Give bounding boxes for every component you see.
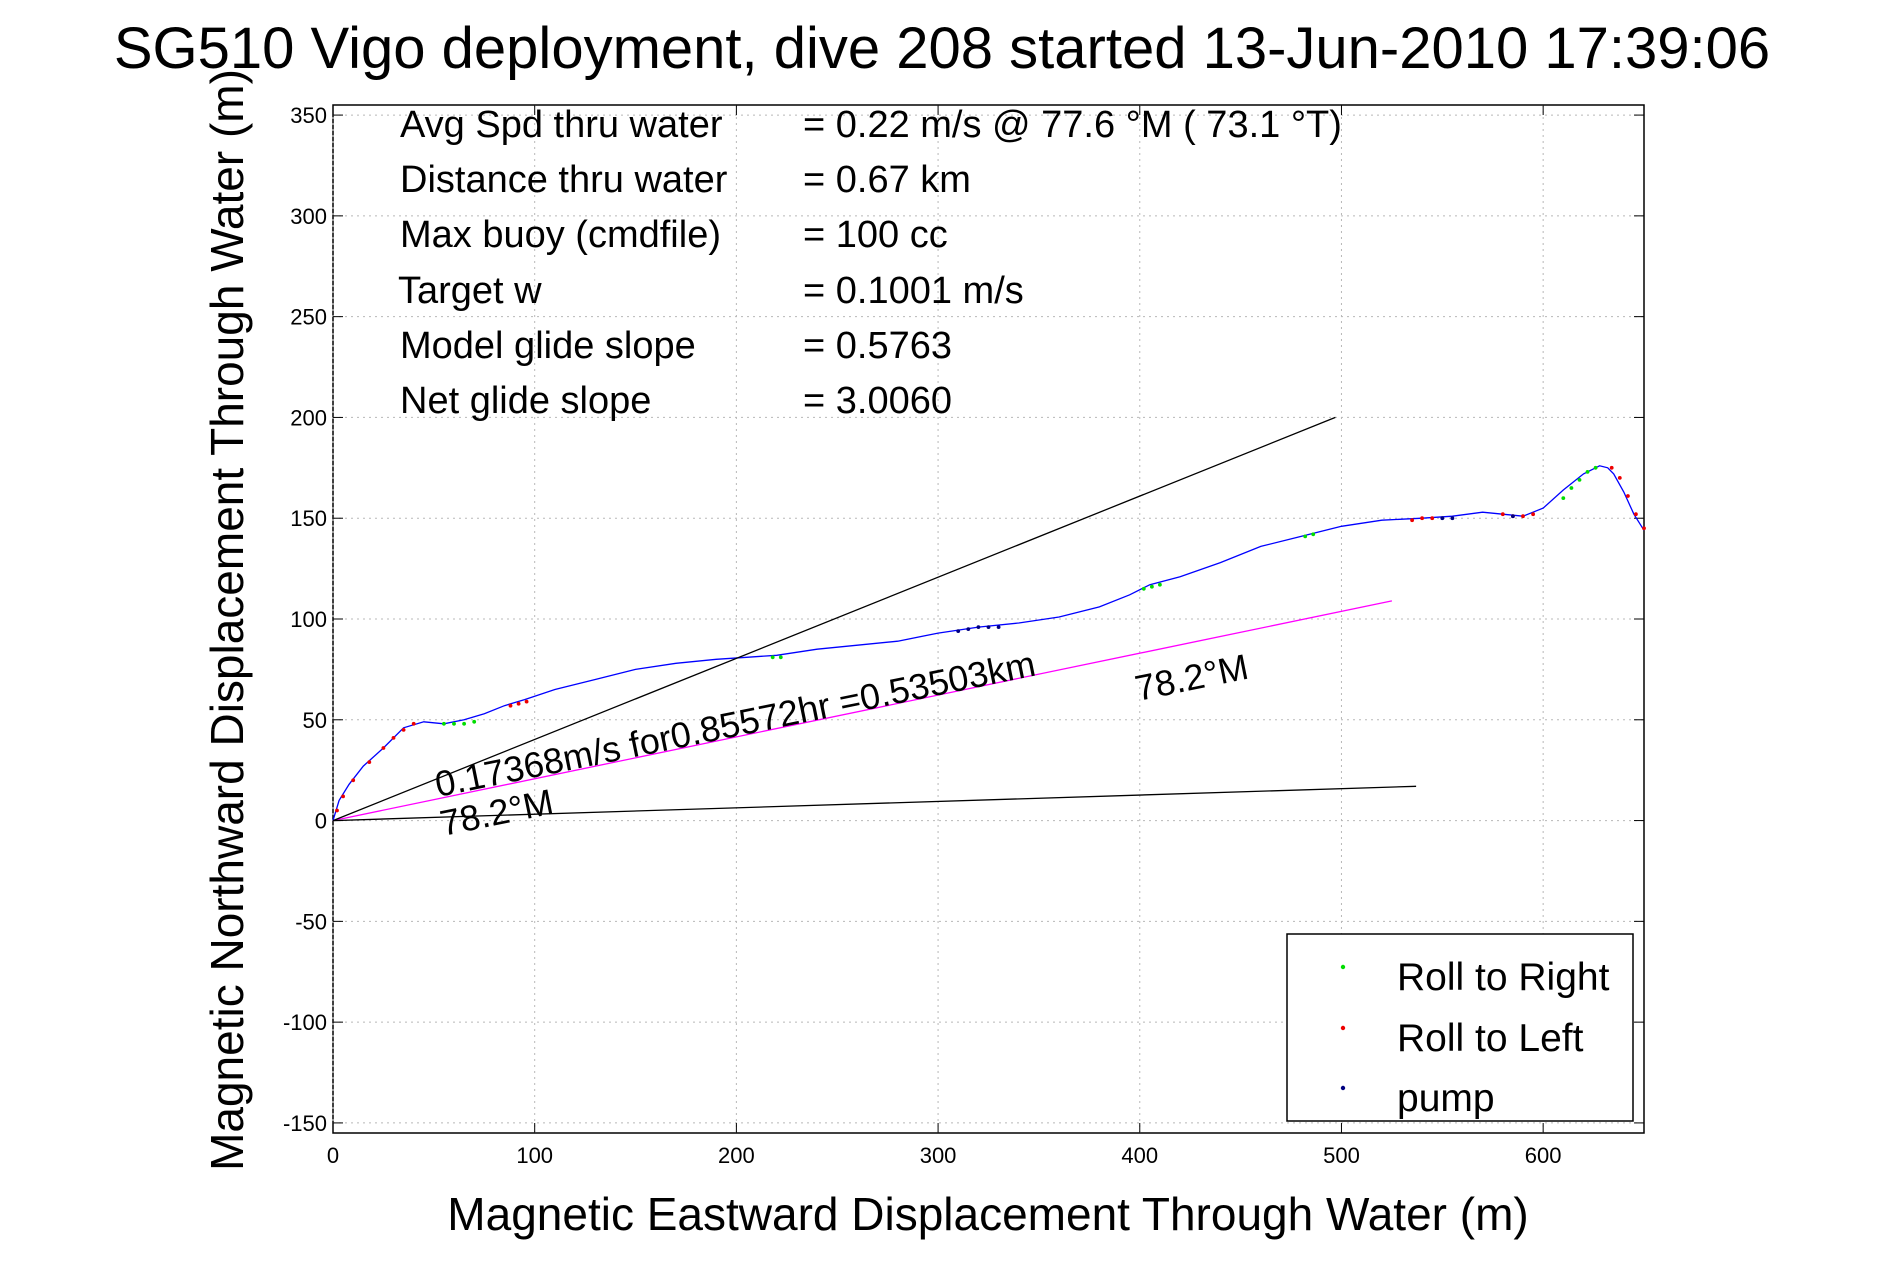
roll-to-left-point bbox=[508, 703, 513, 708]
roll-to-left-point bbox=[1609, 465, 1614, 470]
roll-to-left-point bbox=[1420, 516, 1424, 521]
stat-label-avg-spd: Avg Spd thru water bbox=[400, 104, 723, 146]
roll-to-right-point bbox=[1158, 582, 1162, 587]
x-tick-label: 300 bbox=[920, 1143, 957, 1168]
stat-value-max-buoy: = 100 cc bbox=[803, 214, 948, 256]
roll-to-right-point bbox=[1150, 584, 1154, 589]
roll-to-right-point bbox=[442, 721, 446, 726]
roll-to-left-point bbox=[1410, 518, 1414, 523]
roll-to-left-point bbox=[341, 794, 345, 799]
pump-point bbox=[986, 625, 991, 629]
y-tick-label: -50 bbox=[295, 909, 327, 934]
stat-value-avg-spd: = 0.22 m/s @ 77.6 °M ( 73.1 °T) bbox=[803, 104, 1342, 146]
roll-to-right-point bbox=[1585, 470, 1590, 474]
roll-to-left-point bbox=[351, 778, 356, 783]
roll-to-left-point bbox=[1626, 494, 1630, 498]
roll-to-right-point bbox=[1569, 486, 1574, 490]
roll-to-left-point bbox=[401, 728, 406, 732]
pump-point bbox=[1511, 514, 1515, 519]
y-tick-label: -100 bbox=[283, 1010, 327, 1035]
y-tick-label: -150 bbox=[283, 1111, 327, 1136]
stat-value-model-glide: = 0.5763 bbox=[803, 325, 952, 367]
chart-title: SG510 Vigo deployment, dive 208 started … bbox=[114, 16, 1770, 81]
stat-label-target-w: Target w bbox=[398, 270, 542, 312]
legend-swatch-roll-left bbox=[1340, 1025, 1346, 1031]
y-tick-label: 150 bbox=[290, 506, 327, 531]
roll-to-left-point bbox=[1642, 526, 1646, 531]
stat-label-model-glide: Model glide slope bbox=[400, 325, 696, 367]
roll-to-left-point bbox=[524, 699, 529, 704]
roll-to-left-point bbox=[1531, 512, 1535, 517]
roll-to-right-point bbox=[1577, 478, 1582, 482]
roll-to-left-point bbox=[381, 746, 386, 750]
pump-point bbox=[1450, 516, 1455, 521]
roll-to-left-point bbox=[1500, 512, 1505, 517]
roll-to-right-point bbox=[1311, 532, 1316, 537]
roll-to-right-point bbox=[1303, 534, 1308, 539]
axis-ticks: 0 100 200 300 400 500 600 -150 -100 -50 0 50 100 150 2… bbox=[283, 103, 1644, 1168]
roll-to-right-point bbox=[1561, 496, 1566, 500]
y-tick-label: 50 bbox=[303, 708, 327, 733]
y-tick-label: 300 bbox=[290, 204, 327, 229]
glider-track-line bbox=[332, 465, 1645, 821]
roll-to-right-point bbox=[462, 721, 466, 726]
roll-to-right-point bbox=[1141, 586, 1146, 591]
x-axis-label: Magnetic Eastward Displacement Through W… bbox=[447, 1188, 1528, 1240]
y-tick-label: 350 bbox=[290, 103, 327, 128]
legend-swatch-pump bbox=[1340, 1085, 1346, 1091]
x-tick-label: 100 bbox=[516, 1143, 553, 1168]
stat-label-max-buoy: Max buoy (cmdfile) bbox=[400, 214, 721, 256]
x-tick-label: 500 bbox=[1323, 1143, 1360, 1168]
stat-value-net-glide: = 3.0060 bbox=[803, 380, 952, 422]
pump-point bbox=[966, 627, 971, 631]
legend-label-roll-right: Roll to Right bbox=[1397, 956, 1610, 999]
marker-group bbox=[335, 465, 1646, 813]
roll-to-left-point bbox=[335, 808, 339, 813]
legend-label-roll-left: Roll to Left bbox=[1397, 1017, 1584, 1060]
stat-value-distance: = 0.67 km bbox=[803, 159, 971, 201]
pump-point bbox=[996, 625, 1001, 629]
roll-to-left-point bbox=[391, 736, 396, 740]
legend-swatch-roll-right bbox=[1340, 964, 1346, 970]
roll-to-left-point bbox=[1430, 516, 1435, 521]
upper-reference-line bbox=[332, 416, 1336, 822]
roll-to-left-point bbox=[1617, 476, 1622, 480]
y-tick-label: 250 bbox=[290, 305, 327, 330]
roll-to-right-point bbox=[778, 655, 783, 660]
roll-to-left-point bbox=[411, 721, 416, 726]
x-tick-label: 200 bbox=[718, 1143, 755, 1168]
x-tick-label: 400 bbox=[1121, 1143, 1158, 1168]
pump-point bbox=[956, 629, 961, 633]
current-vector-line bbox=[332, 600, 1393, 822]
roll-to-right-point bbox=[1593, 465, 1598, 470]
roll-to-right-point bbox=[472, 719, 477, 724]
roll-to-right-point bbox=[452, 721, 456, 726]
x-tick-label: 600 bbox=[1525, 1143, 1562, 1168]
y-axis-label: Magnetic Northward Displacement Through … bbox=[201, 69, 253, 1171]
stat-label-distance: Distance thru water bbox=[400, 159, 728, 201]
y-tick-label: 200 bbox=[290, 405, 327, 430]
roll-to-left-point bbox=[367, 760, 372, 764]
legend: Roll to Right Roll to Left pump bbox=[1286, 933, 1634, 1122]
roll-to-right-point bbox=[770, 655, 775, 660]
pump-point bbox=[976, 625, 981, 629]
y-tick-label: 0 bbox=[315, 809, 327, 834]
roll-to-left-point bbox=[1521, 514, 1525, 519]
stats-block: Avg Spd thru water = 0.22 m/s @ 77.6 °M … bbox=[398, 104, 1342, 422]
legend-label-pump: pump bbox=[1397, 1077, 1495, 1120]
roll-to-left-point bbox=[516, 701, 521, 706]
x-tick-label: 0 bbox=[327, 1143, 339, 1168]
series-group bbox=[332, 416, 1645, 822]
lower-reference-line bbox=[332, 785, 1417, 822]
roll-to-left-point bbox=[1634, 512, 1638, 517]
stat-label-net-glide: Net glide slope bbox=[400, 380, 651, 422]
y-tick-label: 100 bbox=[290, 607, 327, 632]
stat-value-target-w: = 0.1001 m/s bbox=[803, 270, 1024, 312]
pump-point bbox=[1440, 516, 1445, 521]
